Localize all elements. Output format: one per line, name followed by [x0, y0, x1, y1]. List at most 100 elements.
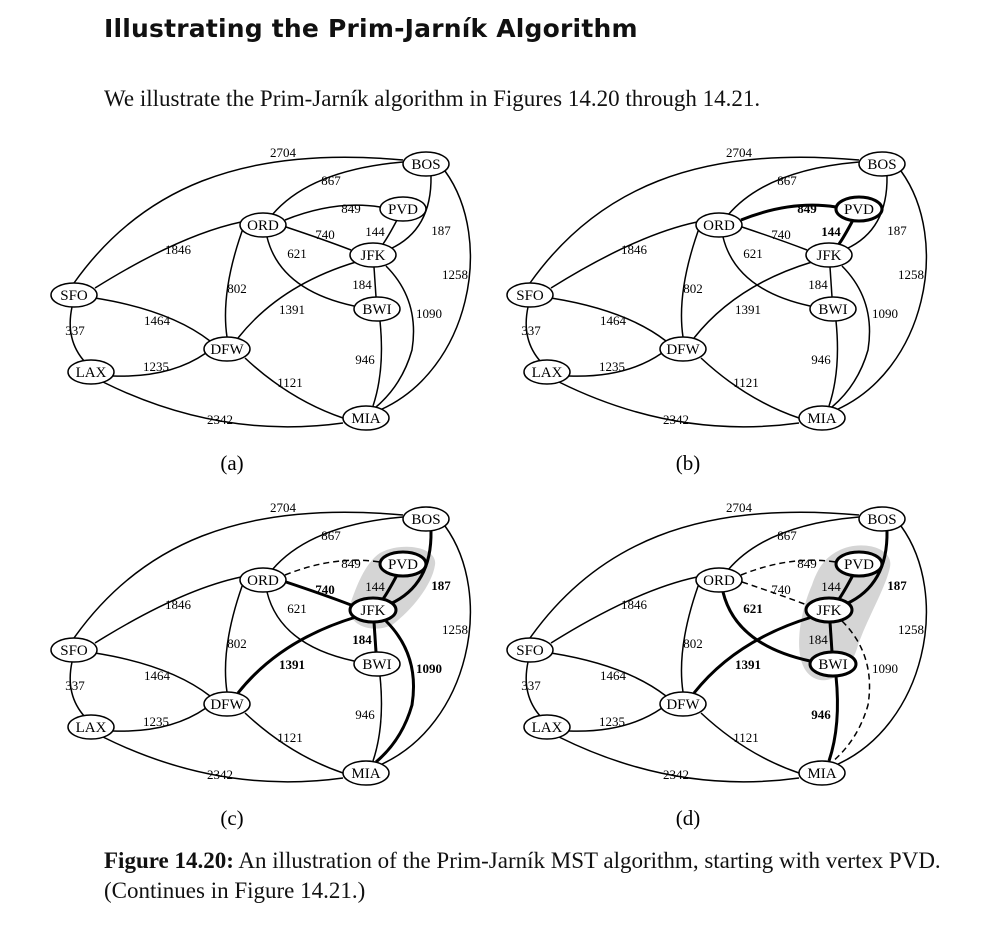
edge-weight-1121: 1121 — [277, 375, 303, 390]
edge-bos-jfk — [845, 175, 888, 250]
edge-weight-337: 337 — [521, 323, 541, 338]
edge-weight-2342: 2342 — [207, 412, 233, 427]
vertex-sfo: SFO — [50, 637, 98, 663]
edge-bwi-mia — [372, 320, 383, 407]
vertex-label: DFW — [666, 697, 700, 713]
edge-ord-bwi — [266, 591, 355, 662]
edge-weight-2342: 2342 — [207, 767, 233, 782]
vertex-dfw: DFW — [659, 691, 707, 717]
edge-weight-946: 946 — [355, 352, 375, 367]
edge-sfo-lax — [69, 661, 86, 718]
vertex-label: ORD — [247, 573, 279, 589]
vertex-label: SFO — [60, 288, 88, 304]
edge-bwi-mia — [827, 675, 839, 762]
edge-lax-mia — [558, 736, 800, 783]
vertex-label: ORD — [703, 218, 735, 234]
vertex-label: BOS — [867, 157, 896, 173]
vertex-mia: MIA — [798, 405, 846, 431]
edge-ord-bos — [727, 161, 860, 216]
edge-lax-dfw — [112, 352, 207, 377]
edge-weight-740: 740 — [771, 582, 791, 597]
vertex-label: BOS — [411, 512, 440, 528]
edge-weight-740: 740 — [315, 582, 335, 597]
panel-label: (a) — [220, 451, 243, 475]
edge-sfo-ord — [94, 221, 242, 289]
edge-weight-144: 144 — [821, 579, 841, 594]
edge-weight-144: 144 — [821, 224, 841, 239]
figure-reference: Figure 14.20: — [104, 848, 234, 873]
vertex-label: BWI — [362, 302, 391, 318]
vertex-ord: ORD — [239, 212, 287, 238]
edge-bos-mia — [379, 170, 472, 411]
edge-jfk-mia — [375, 619, 416, 764]
panel-label: (b) — [676, 451, 701, 475]
vertex-label: DFW — [210, 342, 244, 358]
edge-weight-802: 802 — [227, 281, 247, 296]
edge-sfo-dfw — [550, 652, 667, 697]
vertex-label: MIA — [807, 411, 836, 427]
vertex-mia: MIA — [342, 760, 390, 786]
edge-weight-337: 337 — [65, 678, 85, 693]
edge-ord-bos — [727, 516, 860, 571]
edge-bos-jfk — [845, 530, 889, 606]
vertex-sfo: SFO — [506, 637, 554, 663]
vertex-ord: ORD — [239, 567, 287, 593]
edge-weight-849: 849 — [341, 556, 361, 571]
vertex-bwi: BWI — [809, 296, 857, 322]
panel-a: 2704 867 849 144 187 740 621 1258 1846 184 802 1391… — [40, 140, 500, 475]
edge-weight-337: 337 — [65, 323, 85, 338]
edge-sfo-ord — [550, 221, 698, 289]
edge-sfo-bos — [73, 156, 404, 284]
vertex-dfw: DFW — [203, 336, 251, 362]
vertex-label: JFK — [816, 603, 841, 619]
intro-paragraph: We illustrate the Prim-Jarník algorithm … — [104, 86, 761, 111]
edge-sfo-lax — [525, 306, 542, 363]
edge-dfw-jfk — [692, 615, 813, 694]
vertex-label: PVD — [844, 202, 874, 218]
edge-weight-2342: 2342 — [663, 412, 689, 427]
edge-sfo-dfw — [94, 297, 211, 342]
edge-ord-jfk — [285, 226, 352, 251]
vertex-sfo: SFO — [50, 282, 98, 308]
edge-weight-1258: 1258 — [898, 622, 924, 637]
vertex-label: LAX — [532, 365, 563, 381]
edge-lax-mia — [558, 381, 800, 428]
edge-jfk-bwi — [829, 266, 833, 298]
edge-sfo-lax — [525, 661, 542, 718]
vertex-label: ORD — [703, 573, 735, 589]
edge-weight-621: 621 — [743, 246, 763, 261]
edge-dfw-mia — [244, 712, 344, 774]
vertex-label: JFK — [360, 603, 385, 619]
figure-caption: Figure 14.20: An illustration of the Pri… — [104, 846, 964, 906]
edge-ord-dfw — [224, 577, 246, 693]
edge-sfo-bos — [529, 156, 860, 284]
edge-weight-867: 867 — [777, 173, 797, 188]
vertex-label: PVD — [388, 202, 418, 218]
edge-jfk-mia — [375, 265, 415, 408]
edge-weight-867: 867 — [321, 528, 341, 543]
edge-weight-849: 849 — [341, 201, 361, 216]
vertex-jfk: JFK — [805, 242, 853, 268]
edge-jfk-mia — [831, 265, 871, 408]
edge-weight-867: 867 — [321, 173, 341, 188]
edge-weight-1235: 1235 — [599, 359, 625, 374]
edge-dfw-jfk — [236, 615, 357, 694]
edge-weight-184: 184 — [352, 632, 372, 647]
edge-weight-946: 946 — [811, 707, 831, 722]
edge-weight-2342: 2342 — [663, 767, 689, 782]
edge-dfw-jfk — [237, 261, 357, 339]
vertex-lax: LAX — [67, 714, 115, 740]
edge-weight-1391: 1391 — [279, 657, 305, 672]
edge-ord-pvd — [740, 203, 837, 222]
edge-bwi-mia — [372, 675, 383, 762]
vertex-lax: LAX — [523, 359, 571, 385]
vertex-label: SFO — [60, 643, 88, 659]
edge-weight-1846: 1846 — [621, 597, 648, 612]
vertex-label: MIA — [351, 411, 380, 427]
edge-jfk-bwi — [828, 621, 834, 653]
edge-pvd-jfk — [837, 219, 855, 245]
vertex-pvd: PVD — [834, 195, 884, 223]
edge-lax-dfw — [112, 707, 207, 732]
panel-label: (d) — [676, 806, 701, 830]
